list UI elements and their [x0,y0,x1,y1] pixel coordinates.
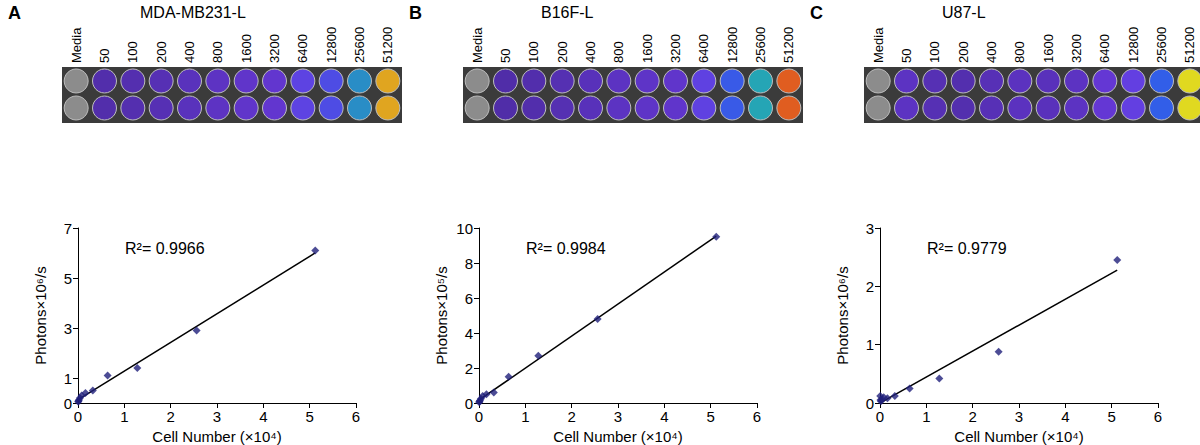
svg-text:5: 5 [706,408,714,425]
svg-text:100: 100 [526,41,541,63]
svg-text:51200: 51200 [1182,27,1197,63]
svg-text:2: 2 [567,408,575,425]
svg-text:1: 1 [521,408,529,425]
svg-text:8: 8 [465,255,473,272]
svg-text:0: 0 [64,395,72,412]
svg-text:C: C [810,3,823,23]
svg-text:R²= 0.9779: R²= 0.9779 [927,240,1007,257]
svg-text:3: 3 [64,320,72,337]
svg-text:800: 800 [210,41,225,63]
svg-text:25600: 25600 [352,27,367,63]
svg-text:2: 2 [968,408,976,425]
svg-text:Media: Media [871,27,886,63]
svg-text:6: 6 [1154,408,1162,425]
svg-text:2: 2 [866,278,874,295]
svg-text:B16F-L: B16F-L [541,4,594,21]
svg-text:25600: 25600 [1154,27,1169,63]
svg-text:6400: 6400 [696,34,711,63]
svg-text:R²= 0.9966: R²= 0.9966 [125,240,205,257]
svg-text:6400: 6400 [295,34,310,63]
svg-text:Media: Media [470,27,485,63]
svg-text:4: 4 [1061,408,1069,425]
svg-text:6: 6 [753,408,761,425]
svg-text:3: 3 [1015,408,1023,425]
svg-text:Photons×10⁵/s: Photons×10⁵/s [433,266,450,364]
svg-text:12800: 12800 [324,27,339,63]
svg-text:4: 4 [259,408,267,425]
svg-text:Cell Number (×10⁴): Cell Number (×10⁴) [954,428,1083,445]
svg-text:0: 0 [475,408,483,425]
svg-text:Photons×10⁶/s: Photons×10⁶/s [32,266,49,364]
svg-text:100: 100 [125,41,140,63]
svg-text:Media: Media [69,27,84,63]
svg-text:400: 400 [984,41,999,63]
svg-text:3200: 3200 [1069,34,1084,63]
svg-text:0: 0 [465,395,473,412]
svg-text:6: 6 [465,290,473,307]
svg-text:200: 200 [555,41,570,63]
svg-text:12800: 12800 [725,27,740,63]
svg-text:7: 7 [64,220,72,237]
svg-text:3: 3 [866,220,874,237]
svg-text:800: 800 [611,41,626,63]
svg-text:0: 0 [876,408,884,425]
svg-text:1: 1 [866,336,874,353]
svg-text:51200: 51200 [380,27,395,63]
svg-text:1600: 1600 [1041,34,1056,63]
svg-text:6: 6 [352,408,360,425]
svg-text:1600: 1600 [640,34,655,63]
svg-text:3200: 3200 [668,34,683,63]
svg-text:2: 2 [166,408,174,425]
svg-text:50: 50 [97,49,112,63]
svg-text:200: 200 [154,41,169,63]
svg-text:12800: 12800 [1126,27,1141,63]
svg-text:0: 0 [74,408,82,425]
svg-text:50: 50 [899,49,914,63]
svg-text:4: 4 [660,408,668,425]
svg-text:400: 400 [583,41,598,63]
svg-text:10: 10 [456,220,473,237]
svg-text:1600: 1600 [239,34,254,63]
svg-text:1: 1 [64,370,72,387]
svg-text:Cell Number (×10⁴): Cell Number (×10⁴) [553,428,682,445]
svg-text:800: 800 [1012,41,1027,63]
svg-text:5: 5 [305,408,313,425]
svg-text:5: 5 [1107,408,1115,425]
svg-text:100: 100 [927,41,942,63]
svg-text:3200: 3200 [267,34,282,63]
svg-text:U87-L: U87-L [942,4,986,21]
svg-text:400: 400 [182,41,197,63]
svg-text:2: 2 [465,360,473,377]
svg-text:1: 1 [922,408,930,425]
svg-text:50: 50 [498,49,513,63]
svg-text:Cell Number (×10⁴): Cell Number (×10⁴) [152,428,281,445]
svg-text:MDA-MB231-L: MDA-MB231-L [140,4,246,21]
svg-text:R²= 0.9984: R²= 0.9984 [526,240,606,257]
svg-text:3: 3 [213,408,221,425]
svg-text:B: B [409,3,422,23]
svg-text:3: 3 [614,408,622,425]
svg-text:5: 5 [64,270,72,287]
svg-text:200: 200 [956,41,971,63]
svg-text:6400: 6400 [1097,34,1112,63]
svg-text:0: 0 [866,395,874,412]
svg-text:1: 1 [120,408,128,425]
svg-text:51200: 51200 [781,27,796,63]
svg-text:25600: 25600 [753,27,768,63]
svg-text:A: A [8,3,21,23]
svg-text:4: 4 [465,325,473,342]
svg-text:Photons×10⁶/s: Photons×10⁶/s [834,266,851,364]
